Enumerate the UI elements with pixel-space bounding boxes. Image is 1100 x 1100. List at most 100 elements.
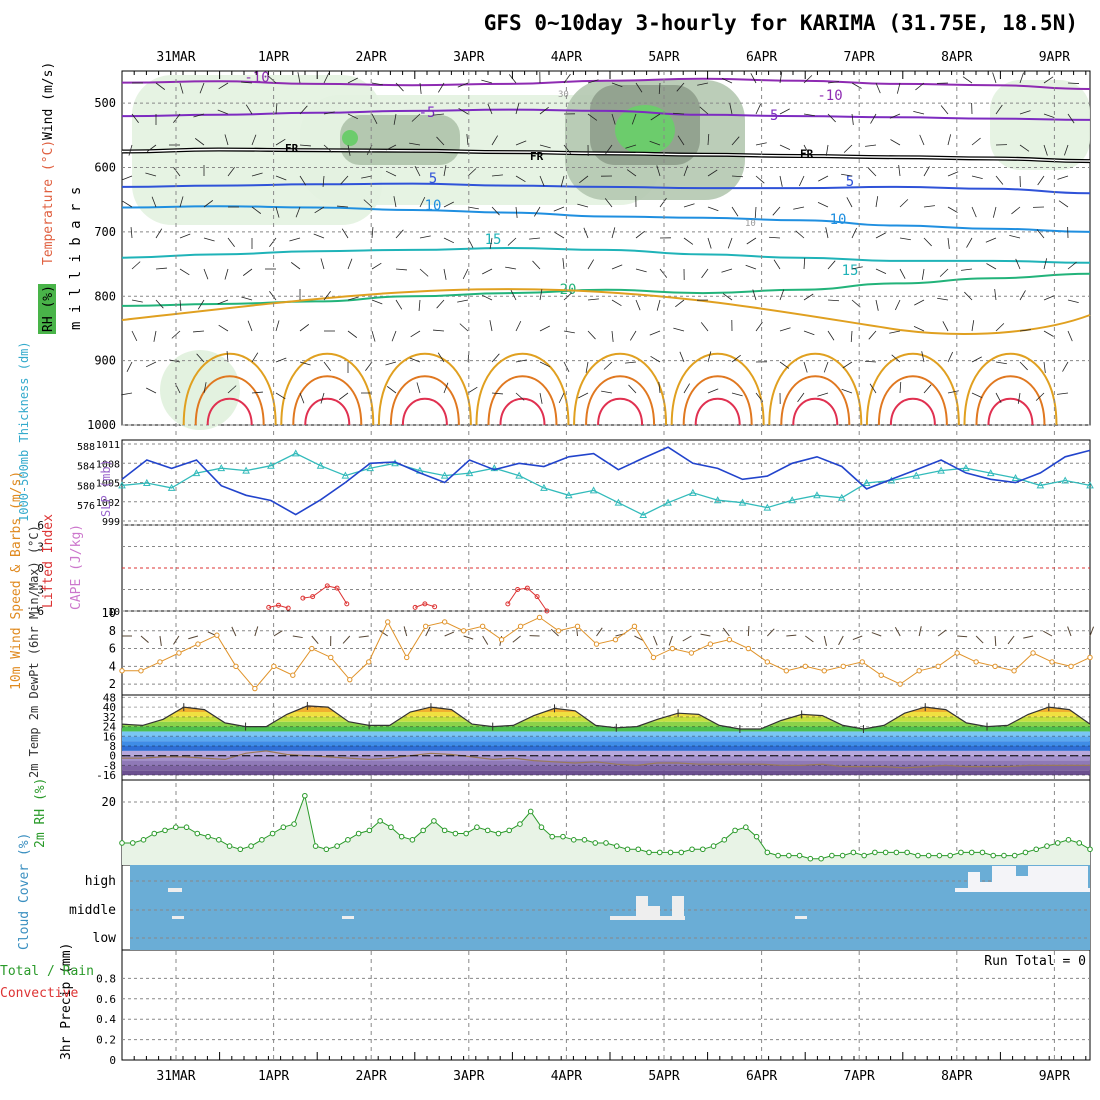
warm-isotherm-arc <box>585 375 656 426</box>
wind-barb <box>395 268 407 271</box>
wind-barb <box>1019 329 1031 332</box>
warm-isotherm-arc <box>573 352 668 426</box>
warm-isotherm-arc <box>487 375 558 426</box>
thickness-point <box>639 510 648 518</box>
wind-barb <box>675 299 685 308</box>
cloud-level-label: middle <box>69 903 116 918</box>
wind-barb <box>889 113 901 119</box>
wind-barb <box>269 237 277 248</box>
thickness-point <box>490 464 499 472</box>
wind-barb <box>553 206 565 212</box>
thickness-point <box>862 478 871 486</box>
wind-barb <box>894 299 901 311</box>
wind-barb <box>841 173 853 177</box>
wind-barb <box>462 268 469 280</box>
wind-barb <box>731 136 740 146</box>
li-point <box>334 585 340 591</box>
wind-barb <box>411 113 421 122</box>
wind-speed-point <box>347 676 353 683</box>
thickness-point <box>589 486 598 494</box>
wind-barb <box>419 82 422 94</box>
rh-point <box>689 846 695 853</box>
rh-point <box>764 849 771 856</box>
wind-barb <box>649 330 661 336</box>
wind-barb-10m <box>1043 630 1053 637</box>
cloud-level-label: low <box>93 931 117 946</box>
wind-speed-point <box>954 650 960 656</box>
wind-barb <box>323 144 333 153</box>
wind-barb <box>554 231 565 239</box>
temp-color-band <box>122 765 1090 771</box>
thickness-point <box>316 461 325 469</box>
wind-barb <box>563 292 573 301</box>
temperature-legend-label: Temperature (°C) <box>41 140 56 265</box>
rh-point <box>861 852 867 859</box>
wind-speed-point <box>593 641 600 647</box>
isotherm-label: -10 <box>817 88 842 104</box>
rh-point <box>388 824 394 831</box>
temp-tick-label: 8 <box>109 740 116 753</box>
slp-axis-label: SLP (mb) <box>99 459 113 517</box>
warm-isotherm-arc <box>304 397 351 426</box>
wind-barb <box>585 361 589 373</box>
wind-barb <box>656 299 661 311</box>
wind-barb <box>604 198 613 208</box>
wind-barb-10m <box>871 632 882 637</box>
wind-barb <box>193 330 205 333</box>
wind-speed-point <box>745 645 752 652</box>
wind-barb-10m <box>682 635 692 642</box>
wind-barb <box>289 237 301 242</box>
thickness-point <box>763 503 772 511</box>
wind-barb <box>203 237 215 242</box>
wind-barb <box>385 170 397 177</box>
wind-barb <box>746 237 757 245</box>
wind-barb <box>913 110 925 115</box>
rh-legend-swatch <box>38 284 56 334</box>
pressure-axis-label: m i l l i b a r s <box>68 187 84 330</box>
wind-barb <box>1019 144 1030 152</box>
wind-barb <box>587 79 599 84</box>
wind-speed-point <box>916 668 922 674</box>
wind-barb <box>245 104 253 115</box>
wind-barb <box>340 175 349 185</box>
date-label-top: 31MAR <box>156 50 195 65</box>
warm-isotherm-arc <box>499 397 546 426</box>
wind-barb <box>507 237 517 246</box>
wind-barb <box>491 174 503 177</box>
wind-tick-label: 2 <box>109 677 116 691</box>
wind-barb <box>875 232 886 239</box>
rh-point <box>269 830 276 837</box>
wind-barb <box>482 268 493 275</box>
wind-speed-point <box>992 663 998 670</box>
wind-barb <box>275 392 286 400</box>
wind-barb <box>611 82 623 88</box>
wind-barb <box>659 197 667 208</box>
rh-point <box>732 827 738 834</box>
wind-barb <box>1043 295 1055 301</box>
rh-point <box>581 837 588 843</box>
rh-point <box>538 824 545 831</box>
date-label-top: 4APR <box>551 50 582 65</box>
wind-barb <box>942 321 949 332</box>
rh-point <box>646 849 652 856</box>
wind-speed-point <box>612 636 619 643</box>
wind-barb-10m <box>358 635 369 638</box>
wind-barb <box>418 299 421 311</box>
temp-tick-label: -16 <box>96 769 116 782</box>
wind-barb <box>779 327 791 332</box>
wind-barb-10m <box>823 635 828 646</box>
li-line <box>302 585 348 605</box>
wind-barb <box>126 361 133 372</box>
wind-barb <box>659 268 668 278</box>
wind-barb <box>964 291 973 301</box>
wind-barb <box>323 72 330 84</box>
rh-point <box>302 792 308 799</box>
wind-barb <box>314 206 325 214</box>
wind-barb <box>179 233 191 239</box>
wind-barb <box>130 227 133 239</box>
wind-barb <box>707 351 712 363</box>
wind-barb <box>875 299 879 311</box>
rh-point <box>635 846 642 853</box>
wind-speed-point <box>366 659 372 665</box>
pressure-tick-label: 700 <box>94 225 116 239</box>
